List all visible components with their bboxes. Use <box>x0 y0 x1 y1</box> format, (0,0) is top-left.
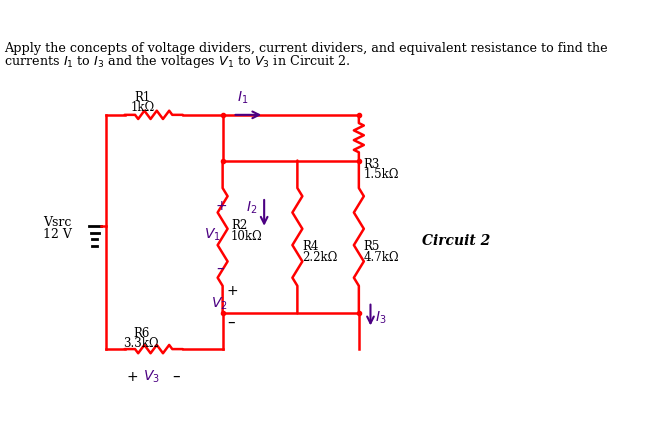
Text: 10kΩ: 10kΩ <box>231 230 263 243</box>
Text: $I_3$: $I_3$ <box>375 309 387 326</box>
Text: 4.7kΩ: 4.7kΩ <box>364 251 399 264</box>
Text: 12 V: 12 V <box>43 228 72 241</box>
Text: R6: R6 <box>133 327 150 340</box>
Text: Circuit 2: Circuit 2 <box>422 234 490 248</box>
Text: $V_1$: $V_1$ <box>204 227 221 243</box>
Text: –: – <box>216 261 224 276</box>
Text: +: + <box>216 199 228 213</box>
Text: Vsrc: Vsrc <box>43 215 72 229</box>
Text: –: – <box>227 315 234 330</box>
Text: R5: R5 <box>364 240 380 254</box>
Text: –: – <box>172 369 179 384</box>
Text: R1: R1 <box>135 91 151 104</box>
Text: 1kΩ: 1kΩ <box>131 101 155 114</box>
Text: +: + <box>126 369 138 384</box>
Text: $I_2$: $I_2$ <box>246 200 257 216</box>
Text: $V_2$: $V_2$ <box>211 295 228 312</box>
Text: R3: R3 <box>364 158 380 171</box>
Text: R4: R4 <box>303 240 319 254</box>
Text: $V_3$: $V_3$ <box>143 369 160 385</box>
Text: +: + <box>227 284 239 298</box>
Text: 1.5kΩ: 1.5kΩ <box>364 168 399 181</box>
Text: $I_1$: $I_1$ <box>237 90 248 106</box>
Text: 3.3kΩ: 3.3kΩ <box>123 337 159 349</box>
Text: Apply the concepts of voltage dividers, current dividers, and equivalent resista: Apply the concepts of voltage dividers, … <box>4 42 608 55</box>
Text: R2: R2 <box>231 219 247 232</box>
Text: 2.2kΩ: 2.2kΩ <box>303 251 338 264</box>
Text: currents $I_1$ to $I_3$ and the voltages $V_1$ to $V_3$ in Circuit 2.: currents $I_1$ to $I_3$ and the voltages… <box>4 53 351 70</box>
